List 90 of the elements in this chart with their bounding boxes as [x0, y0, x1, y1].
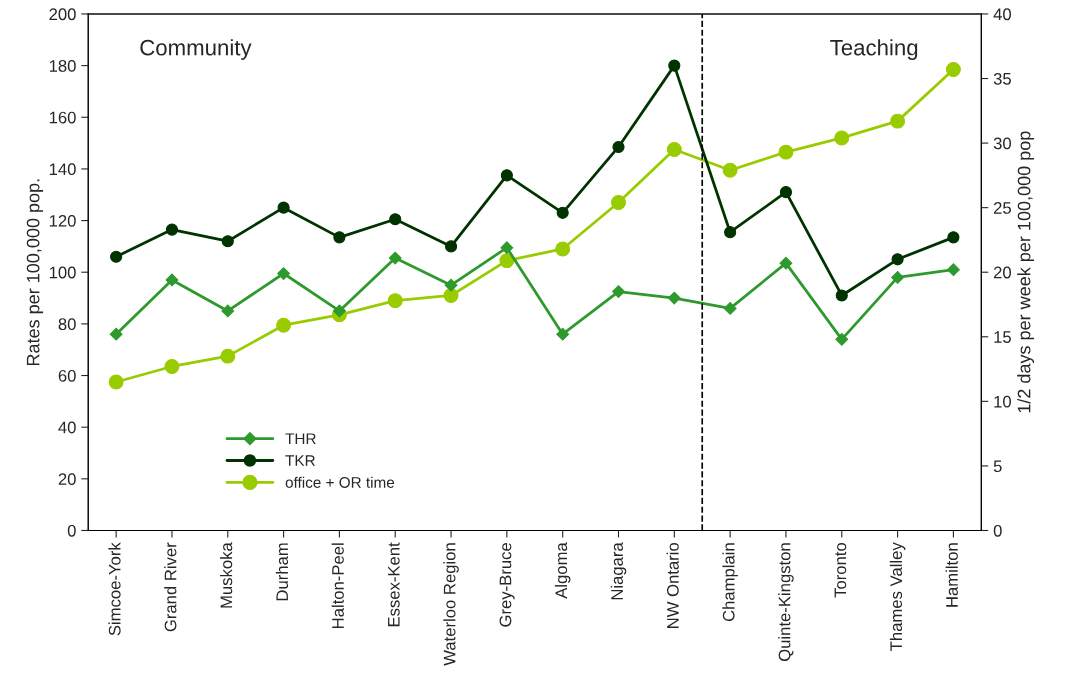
point	[221, 235, 234, 248]
point	[555, 241, 571, 257]
point	[277, 267, 291, 280]
y2-tick-label: 0	[993, 524, 1002, 537]
legend-label: THR	[285, 433, 316, 444]
point	[945, 62, 961, 77]
annotation: Community	[140, 39, 252, 60]
point	[500, 241, 514, 255]
point	[500, 169, 513, 182]
x-tick-label: Quinte-Kingston	[778, 543, 794, 661]
y-tick-label: 140	[49, 163, 76, 176]
x-tick-label: Hamilton	[945, 543, 958, 607]
point	[276, 317, 292, 333]
point	[946, 263, 960, 277]
y-tick-label: 200	[49, 8, 76, 21]
y-tick-label: 60	[58, 369, 76, 382]
y2-tick-label: 10	[994, 395, 1011, 408]
point	[110, 250, 123, 263]
x-tick-label: Grand River	[164, 542, 177, 632]
y2-tick-label: 5	[993, 460, 1002, 473]
point	[611, 195, 626, 210]
y-tick-label: 100	[49, 266, 76, 279]
x-tick-label: Toronto	[834, 542, 847, 598]
x-tick-label: Essex-Kent	[388, 542, 400, 627]
legend-label: TKR	[285, 455, 315, 466]
point	[835, 289, 848, 302]
x-tick-label: Waterloo Region	[443, 543, 459, 666]
point	[164, 359, 180, 374]
y-tick-label: 0	[67, 524, 76, 537]
point	[891, 253, 904, 266]
point	[779, 256, 793, 270]
y2-tick-label: 30	[993, 137, 1011, 150]
y-axis-title: Rates per 100,000 pop.	[26, 179, 44, 366]
point	[444, 240, 458, 253]
y2-tick-label: 35	[993, 72, 1011, 85]
point	[723, 301, 737, 315]
x-tick-label: Niagara	[610, 542, 627, 600]
point	[333, 304, 346, 318]
point	[165, 223, 179, 236]
point	[666, 142, 682, 158]
y2-tick-label: 40	[993, 8, 1011, 21]
point	[277, 201, 290, 214]
point	[387, 293, 403, 309]
y2-tick-label: 15	[994, 331, 1011, 343]
x-tick-label: Grey-Bruce	[499, 543, 515, 627]
point	[220, 348, 236, 364]
y-tick-label: 20	[58, 473, 76, 486]
point	[890, 113, 906, 129]
point	[108, 374, 124, 390]
x-tick-label: NW Ontario	[666, 542, 679, 628]
point	[778, 144, 794, 160]
point	[444, 278, 458, 292]
point	[835, 332, 849, 346]
point	[109, 327, 123, 341]
y-tick-label: 40	[58, 421, 76, 434]
x-tick-label: Halton-Peel	[331, 543, 344, 628]
y-tick-label: 160	[49, 111, 76, 124]
point	[556, 206, 569, 219]
point	[779, 186, 793, 199]
point	[724, 226, 737, 239]
x-tick-label: Champlain	[722, 543, 738, 622]
x-tick-label: Algoma	[554, 542, 571, 599]
y-tick-label: 180	[49, 60, 76, 72]
x-tick-label: Thames Valley	[889, 542, 906, 651]
point	[668, 59, 681, 72]
x-tick-label: Durham	[275, 543, 289, 601]
point	[667, 291, 681, 305]
point	[947, 231, 960, 244]
y-tick-label: 120	[49, 214, 76, 227]
point	[165, 273, 179, 287]
x-tick-label: Muskoka	[220, 542, 233, 608]
point	[499, 253, 515, 269]
point	[333, 231, 346, 244]
point	[556, 327, 570, 341]
y-tick-label: 80	[58, 318, 76, 331]
point	[389, 213, 402, 226]
annotation: Teaching	[830, 39, 918, 60]
x-tick-label: Simcoe-York	[108, 542, 121, 636]
point	[834, 130, 850, 146]
point	[388, 251, 402, 265]
point	[612, 285, 625, 298]
point	[612, 140, 625, 154]
point	[221, 304, 235, 318]
legend-label: office + OR time	[285, 476, 395, 488]
point	[443, 288, 459, 303]
y2-tick-label: 25	[993, 202, 1011, 214]
y2-axis-title: 1/2 days per week per 100,000 pop	[1017, 131, 1035, 413]
y2-tick-label: 20	[993, 266, 1011, 279]
point	[722, 162, 738, 178]
point	[891, 270, 904, 284]
